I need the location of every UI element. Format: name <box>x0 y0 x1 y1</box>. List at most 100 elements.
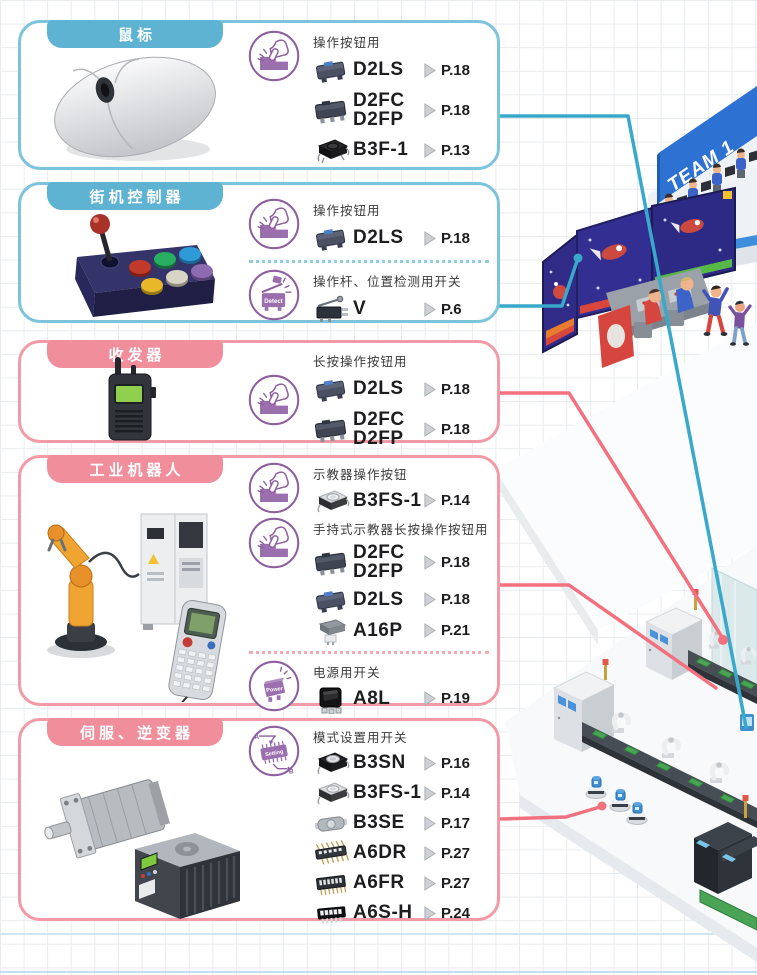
page-ref: P.27 <box>441 844 470 862</box>
page-link[interactable]: P.19 <box>423 690 489 707</box>
page-link[interactable]: P.27 <box>423 845 489 862</box>
svg-text:A: A <box>254 734 259 741</box>
page-ref: P.18 <box>441 420 470 438</box>
product-row: D2FC D2FP P.18 <box>311 406 489 452</box>
model-name: A6S-H <box>353 902 413 924</box>
page-link[interactable]: P.18 <box>423 554 489 571</box>
model-name: B3F-1 <box>353 139 409 161</box>
product-rows: D2LS P.18 D2FC D2FP P.18 B3F-1 P.13 <box>311 53 489 167</box>
product-row: B3F-1 P.13 <box>311 133 489 167</box>
page-link[interactable]: P.14 <box>423 492 489 509</box>
page-link[interactable]: P.18 <box>423 62 489 79</box>
page-ref: P.6 <box>441 300 462 318</box>
page-link[interactable]: P.24 <box>423 905 489 922</box>
page-link[interactable]: P.18 <box>423 381 489 398</box>
industrial-robot-image <box>47 513 227 702</box>
power-usage-icon: Power <box>247 659 301 713</box>
model-name: A16P <box>353 619 403 641</box>
product-row: A16P P.21 <box>311 615 489 646</box>
arrow-right-icon <box>424 691 436 706</box>
walkie-talkie-image <box>108 357 156 441</box>
usage-label: 操作按钮用 <box>313 204 381 218</box>
product-rows: V P.6 <box>311 292 489 326</box>
section-body: 示教器操作按钮 B3FS-1 P.14 <box>301 461 489 516</box>
page-ref: P.14 <box>441 492 470 509</box>
page-link[interactable]: P.18 <box>423 230 489 247</box>
arcade-players <box>598 268 712 368</box>
product-row: B3SE P.17 <box>311 808 489 838</box>
page-link[interactable]: P.27 <box>423 875 489 892</box>
page-ref: P.27 <box>441 874 470 892</box>
page-link[interactable]: P.6 <box>423 301 489 318</box>
arrow-right-icon <box>424 554 436 570</box>
model-name: D2LS <box>353 588 404 610</box>
page-link[interactable]: P.17 <box>423 815 489 832</box>
dotted-divider <box>249 260 489 263</box>
agv-robot <box>585 776 607 799</box>
page-link[interactable]: P.21 <box>423 622 489 639</box>
setting-usage-icon: Setting A B <box>247 724 301 778</box>
product-row: D2FC D2FP P.18 <box>311 540 489 584</box>
page-edge-line <box>0 933 757 935</box>
page-ref: P.21 <box>441 622 470 639</box>
box-title: 鼠标 <box>47 20 223 48</box>
arrow-right-icon <box>424 845 436 861</box>
connector-transceiver-dot <box>718 635 728 645</box>
press-usage-icon <box>247 197 301 251</box>
section-body: 操作按钮用 D2LS P.18 D2FC D2FP P.18 B3F-1 P.13 <box>301 29 489 167</box>
box-title: 街机控制器 <box>47 182 223 210</box>
page-link[interactable]: P.18 <box>423 102 489 119</box>
model-name: B3FS-1 <box>353 782 422 804</box>
d2ls-switch-icon <box>311 585 353 615</box>
product-row: B3SN P.16 <box>311 748 489 778</box>
svg-text:Setting: Setting <box>265 749 284 758</box>
page-link[interactable]: P.18 <box>423 591 489 608</box>
page-link[interactable]: P.18 <box>423 421 489 438</box>
product-rows: A8L P.19 <box>311 683 489 714</box>
arrow-right-icon <box>424 755 436 771</box>
arrow-right-icon <box>424 230 436 246</box>
model-name: D2FC D2FP <box>353 541 405 582</box>
a6fr-switch-icon <box>311 868 353 898</box>
product-row: D2FC D2FP P.18 <box>311 87 489 133</box>
press-usage-icon <box>247 29 301 83</box>
model-name: A8L <box>353 687 391 709</box>
page-link[interactable]: P.13 <box>423 142 489 159</box>
product-box-arcade-controller: 街机控制器 操作按钮用 D2LS P.18 Detect 操作杆、位置检测用开关 V P.… <box>18 182 500 323</box>
model-name: B3FS-1 <box>353 489 422 511</box>
page-ref: P.18 <box>441 61 470 79</box>
servo-motor-image <box>44 779 170 859</box>
arcade-endpoint-monitor <box>740 714 754 731</box>
page-ref: P.13 <box>441 141 470 159</box>
product-row: B3FS-1 P.14 <box>311 485 489 516</box>
arrow-right-icon <box>424 493 436 508</box>
section-body: 操作杆、位置检测用开关 V P.6 <box>301 268 489 326</box>
box-sections: Setting A B 模式设置用开关 B3SN P.16 B3FS-1 P.14 B3SE… <box>247 724 489 928</box>
page-link[interactable]: P.14 <box>423 785 489 802</box>
product-row: B3FS-1 P.14 <box>311 778 489 808</box>
lever-switch-icon <box>311 294 353 324</box>
arcade-joystick-image <box>75 214 215 317</box>
usage-label: 模式设置用开关 <box>313 731 408 745</box>
product-rows: D2FC D2FP P.18 D2LS P.18 A16P P.21 <box>311 540 489 646</box>
page-ref: P.18 <box>441 380 470 398</box>
page-ref: P.17 <box>441 814 470 832</box>
section-body: 手持式示教器长按操作按钮用 D2FC D2FP P.18 D2LS P.18 A16P P.2… <box>301 516 489 646</box>
model-name: A6DR <box>353 842 407 864</box>
product-row: D2LS P.18 <box>311 372 489 406</box>
page-edge-line <box>0 971 757 973</box>
box-sections: 示教器操作按钮 B3FS-1 P.14 手持式示教器长按操作按钮用 D2FC D2FP P… <box>247 461 489 714</box>
agv-robot <box>609 789 631 812</box>
box-sections: 操作按钮用 D2LS P.18 D2FC D2FP P.18 B3F-1 P.13 <box>247 29 489 167</box>
usage-section: Power 电源用开关 A8L P.19 <box>247 659 489 714</box>
arrow-right-icon <box>424 875 436 891</box>
page-link[interactable]: P.16 <box>423 755 489 772</box>
usage-label: 操作杆、位置检测用开关 <box>313 275 462 289</box>
section-body: 长按操作按钮用 D2LS P.18 D2FC D2FP P.18 <box>301 348 489 452</box>
connector-transceiver <box>498 391 724 639</box>
product-row: D2LS P.18 <box>311 53 489 87</box>
robot-arm <box>611 712 631 733</box>
product-row: A6FR P.27 <box>311 868 489 898</box>
press-usage-icon <box>247 516 301 570</box>
